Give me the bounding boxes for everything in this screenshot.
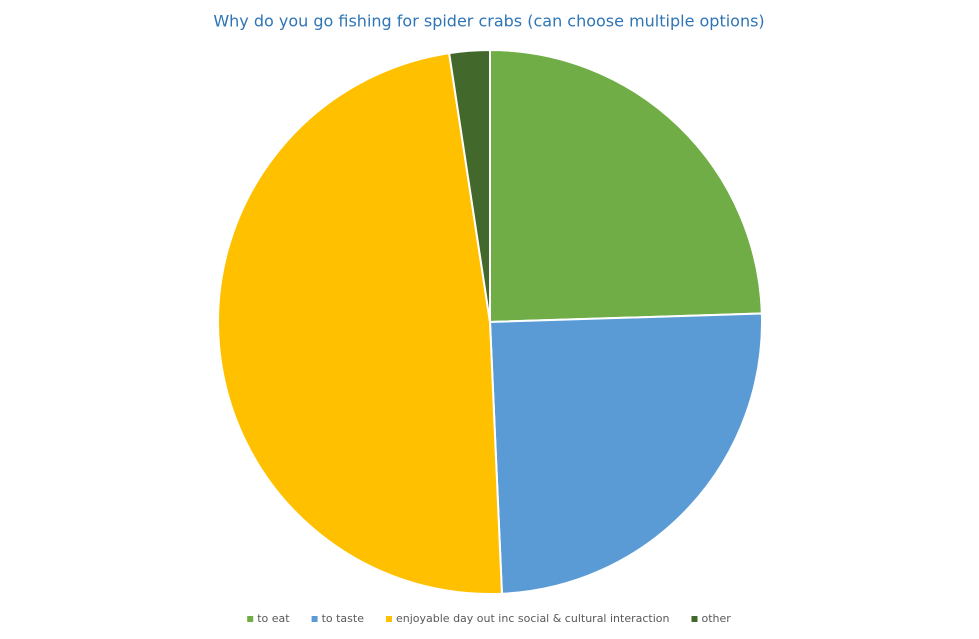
legend-swatch <box>385 616 392 622</box>
legend-label: to eat <box>257 612 290 625</box>
legend-label: enjoyable day out inc social & cultural … <box>396 612 670 625</box>
pie-slice <box>489 48 763 324</box>
legend-label: other <box>701 612 731 625</box>
pie-slice <box>488 312 763 595</box>
legend-label: to taste <box>322 612 365 625</box>
legend-swatch <box>311 616 318 622</box>
chart-title: Why do you go fishing for spider crabs (… <box>213 12 764 31</box>
pie-slice <box>217 51 504 595</box>
legend-swatch <box>247 616 254 622</box>
legend-swatch <box>691 616 698 622</box>
pie-slice <box>448 48 491 323</box>
